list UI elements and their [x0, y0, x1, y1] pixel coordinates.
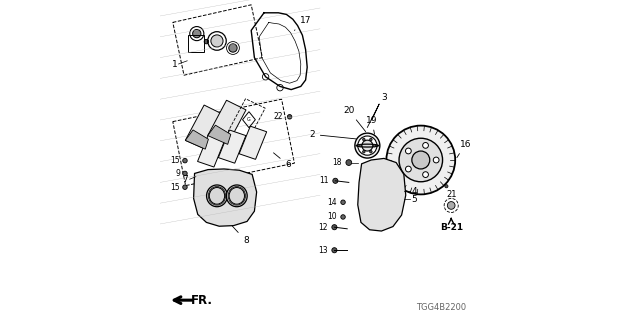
Polygon shape [239, 126, 267, 159]
Circle shape [340, 200, 346, 204]
Circle shape [346, 160, 352, 165]
Circle shape [332, 248, 337, 253]
Circle shape [433, 157, 439, 163]
Ellipse shape [362, 140, 372, 151]
Ellipse shape [211, 35, 223, 47]
Circle shape [359, 144, 362, 147]
Text: G: G [247, 117, 251, 122]
Polygon shape [198, 134, 225, 167]
Circle shape [399, 138, 443, 182]
Text: 2: 2 [309, 130, 356, 139]
Circle shape [363, 138, 365, 141]
Text: 21: 21 [446, 190, 456, 199]
Text: 20: 20 [343, 106, 365, 132]
Ellipse shape [209, 188, 225, 204]
Text: 19: 19 [366, 116, 378, 134]
Text: B-21: B-21 [440, 223, 463, 232]
Circle shape [422, 142, 428, 148]
Circle shape [445, 185, 448, 188]
Text: 13: 13 [318, 246, 328, 255]
Text: 7: 7 [182, 175, 188, 184]
Text: 11: 11 [319, 176, 329, 185]
Ellipse shape [227, 185, 247, 207]
Text: 22: 22 [273, 112, 283, 121]
Text: 4: 4 [412, 187, 417, 196]
Polygon shape [358, 158, 406, 231]
Text: 16: 16 [457, 140, 471, 158]
Text: 12: 12 [319, 223, 328, 232]
Text: 15: 15 [170, 156, 180, 165]
Circle shape [183, 158, 188, 163]
Polygon shape [208, 125, 231, 144]
Ellipse shape [358, 136, 377, 155]
Text: 8: 8 [232, 226, 248, 245]
Text: 18: 18 [332, 158, 342, 167]
Circle shape [373, 144, 376, 147]
Circle shape [287, 115, 292, 119]
Circle shape [183, 185, 188, 189]
Circle shape [447, 202, 455, 209]
Circle shape [412, 151, 430, 169]
Polygon shape [186, 105, 223, 149]
Circle shape [193, 29, 201, 38]
Text: 6: 6 [273, 153, 291, 169]
Text: 5: 5 [412, 195, 417, 204]
Circle shape [370, 150, 372, 153]
Ellipse shape [207, 185, 227, 207]
Polygon shape [186, 130, 209, 149]
Polygon shape [218, 130, 246, 163]
Ellipse shape [229, 188, 244, 204]
Circle shape [422, 172, 428, 178]
Circle shape [370, 138, 372, 141]
Circle shape [406, 166, 412, 172]
Polygon shape [193, 169, 257, 226]
Bar [188, 35, 204, 52]
Text: TGG4B2200: TGG4B2200 [417, 303, 467, 312]
Circle shape [406, 148, 412, 154]
Text: 1: 1 [172, 60, 177, 68]
Text: 3: 3 [381, 93, 387, 102]
Text: 14: 14 [327, 198, 337, 207]
Text: 10: 10 [327, 212, 337, 221]
Circle shape [183, 171, 188, 176]
Circle shape [363, 150, 365, 153]
Circle shape [332, 225, 337, 230]
Text: 9: 9 [175, 169, 180, 178]
Ellipse shape [355, 133, 380, 158]
Polygon shape [208, 100, 246, 144]
Circle shape [333, 178, 338, 183]
Circle shape [204, 39, 209, 44]
Text: 15: 15 [170, 183, 180, 192]
Text: 17: 17 [294, 16, 311, 30]
Text: FR.: FR. [191, 294, 212, 307]
Circle shape [340, 215, 346, 219]
Circle shape [229, 44, 237, 52]
Ellipse shape [387, 126, 455, 195]
